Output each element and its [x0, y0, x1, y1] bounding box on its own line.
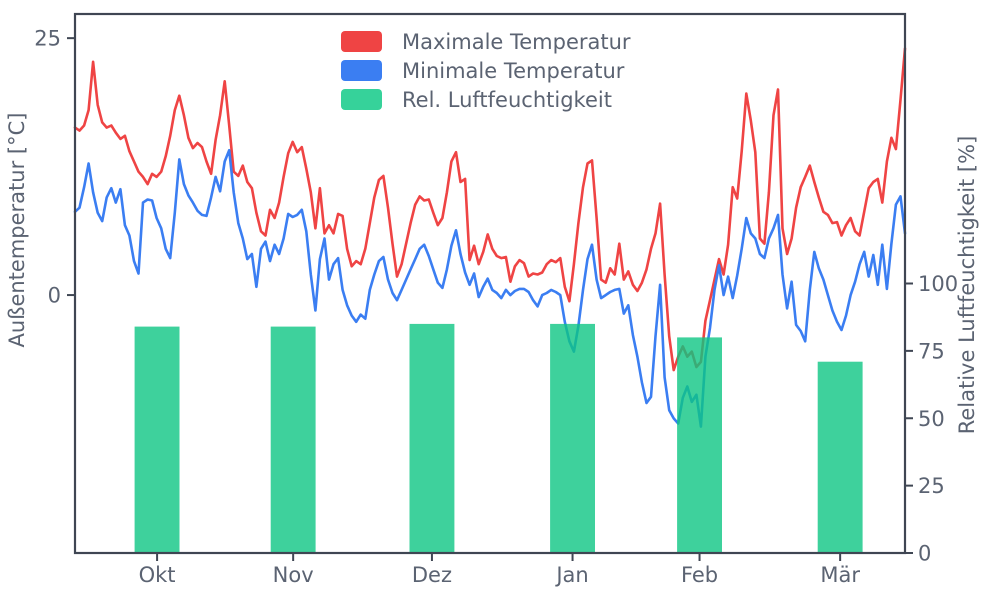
x-tick-label-Okt: Okt [139, 563, 176, 587]
x-tick-label-Feb: Feb [681, 563, 718, 587]
right-tick-label-75: 75 [918, 339, 945, 363]
right-tick-label-0: 0 [918, 542, 931, 566]
legend-label-max-temp: Maximale Temperatur [402, 30, 631, 54]
left-axis-ticks: 0 25 [34, 27, 74, 308]
humidity-bar-Dez [409, 323, 455, 553]
humidity-bar-Feb [677, 337, 722, 553]
legend: Maximale Temperatur Minimale Temperatur … [341, 30, 631, 112]
right-axis-ticks: 0 25 50 75 100 [906, 272, 958, 566]
legend-swatch-min-temp [341, 60, 382, 81]
humidity-bar-Mär [817, 361, 863, 553]
right-tick-label-50: 50 [918, 407, 945, 431]
plot-border [73, 12, 907, 555]
x-tick-label-Jan: Jan [554, 563, 588, 587]
line-min-temperature [73, 148, 907, 428]
x-tick-label-Nov: Nov [273, 563, 314, 587]
x-tick-label-Dez: Dez [412, 563, 452, 587]
right-tick-label-25: 25 [918, 474, 945, 498]
right-axis-title: Relative Luftfeuchtigkeit [%] [955, 136, 979, 435]
left-axis-title: Außentemperatur [°C] [5, 113, 29, 348]
humidity-bar-Nov [270, 326, 316, 553]
legend-label-humidity: Rel. Luftfeuchtigkeit [402, 88, 612, 112]
right-tick-label-100: 100 [918, 272, 958, 296]
legend-label-min-temp: Minimale Temperatur [402, 59, 625, 83]
left-tick-label-25: 25 [34, 27, 61, 51]
x-tick-label-Mär: Mär [820, 563, 860, 587]
humidity-bars [134, 323, 863, 553]
legend-swatch-humidity [341, 89, 382, 110]
temperature-lines [73, 47, 907, 428]
x-axis-ticks: Okt Nov Dez Jan Feb Mär [139, 554, 860, 587]
left-tick-label-0: 0 [48, 284, 61, 308]
humidity-bar-Okt [134, 326, 180, 553]
humidity-bar-Jan [550, 323, 595, 553]
legend-swatch-max-temp [341, 31, 382, 52]
line-max-temperature [73, 47, 907, 372]
